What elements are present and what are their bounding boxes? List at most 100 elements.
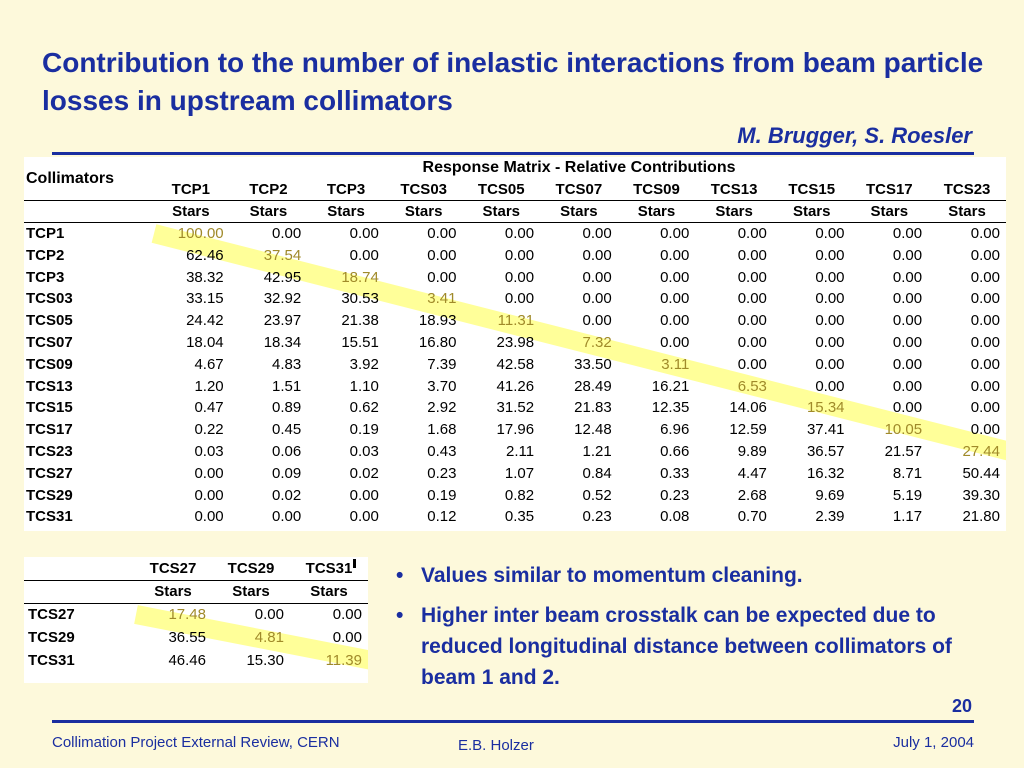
column-header-tcs09: TCS09 bbox=[633, 181, 680, 199]
small-unit-header-tcs31: Stars bbox=[290, 579, 368, 604]
table-cell: 0.00 bbox=[272, 225, 302, 243]
unit-header-tcs03: Stars bbox=[384, 200, 463, 224]
table-cell: 0.52 bbox=[582, 486, 612, 504]
unit-header-tcp1: Stars bbox=[152, 200, 230, 224]
small-column-header-tcs27: TCS27 bbox=[149, 559, 197, 577]
table-row: TCS29 0.00 0.02 0.00 0.19 0.82 0.52 0.23 2.68 9.6… bbox=[24, 484, 1006, 506]
table-cell: 0.00 bbox=[815, 312, 845, 330]
small-table-row: TCS31 46.46 15.30 11.39 bbox=[24, 649, 368, 672]
table-cell: 21.83 bbox=[574, 399, 612, 417]
table-cell: 11.31 bbox=[497, 312, 535, 330]
table-cell: 100.00 bbox=[177, 225, 224, 243]
table-cell: 50.44 bbox=[962, 464, 1000, 482]
row-label-tcs13: TCS13 bbox=[26, 377, 73, 395]
table-cell: 0.00 bbox=[970, 333, 1000, 351]
table-cell: 0.82 bbox=[504, 486, 535, 504]
table-cell: 12.59 bbox=[729, 421, 767, 439]
table-cell: 0.00 bbox=[194, 508, 224, 526]
table-row: TCP1 100.00 0.00 0.00 0.00 0.00 0.00 0.00 0.00 0.… bbox=[24, 223, 1006, 245]
table-cell: 0.00 bbox=[660, 246, 690, 264]
table-cell: 0.00 bbox=[970, 246, 1000, 264]
table-cell: 41.26 bbox=[496, 377, 535, 395]
stars-row-spacer bbox=[24, 200, 153, 224]
table-row: TCS13 1.20 1.51 1.10 3.70 41.26 28.49 16.21 6.53… bbox=[24, 375, 1006, 397]
table-cell: 0.00 bbox=[815, 225, 845, 243]
table-cell: 3.70 bbox=[427, 377, 457, 395]
small-header-spacer bbox=[24, 557, 134, 580]
table-cell: 0.89 bbox=[272, 399, 302, 417]
footer-center: E.B. Holzer bbox=[458, 737, 534, 754]
table-cell: 0.00 bbox=[349, 225, 379, 243]
table-cell: 0.03 bbox=[349, 442, 379, 460]
response-matrix-table: Collimators Response Matrix - Relative C… bbox=[24, 157, 1006, 528]
collimators-header: Collimators bbox=[26, 169, 115, 187]
table-cell: 30.53 bbox=[341, 290, 379, 308]
table-cell: 2.11 bbox=[505, 442, 535, 460]
table-cell: 1.21 bbox=[582, 442, 612, 460]
table-cell: 21.57 bbox=[884, 442, 923, 460]
small-table-cell: 11.39 bbox=[325, 652, 362, 669]
table-cell: 0.66 bbox=[660, 442, 690, 460]
table-cell: 0.00 bbox=[892, 399, 923, 417]
table-cell: 0.00 bbox=[970, 268, 1000, 286]
table-cell: 37.54 bbox=[263, 246, 302, 264]
table-cell: 0.00 bbox=[427, 246, 457, 264]
table-cell: 4.67 bbox=[194, 355, 224, 373]
table-cell: 0.23 bbox=[582, 508, 612, 526]
column-header-tcs07: TCS07 bbox=[555, 181, 603, 199]
table-cell: 0.00 bbox=[892, 290, 923, 308]
table-cell: 2.92 bbox=[427, 399, 457, 417]
table-cell: 0.00 bbox=[194, 486, 224, 504]
response-matrix-table-panel: Collimators Response Matrix - Relative C… bbox=[24, 157, 1006, 531]
bullet-list: Values similar to momentum cleaning. High… bbox=[396, 560, 996, 702]
table-cell: 0.43 bbox=[427, 442, 457, 460]
table-cell: 3.41 bbox=[427, 290, 457, 308]
small-row-label-tcs27: TCS27 bbox=[28, 606, 75, 624]
table-cell: 0.00 bbox=[970, 312, 1000, 330]
small-column-header-tcs29: TCS29 bbox=[227, 559, 275, 577]
table-cell: 0.22 bbox=[194, 421, 224, 439]
table-cell: 1.07 bbox=[504, 464, 535, 482]
table-row: TCS15 0.47 0.89 0.62 2.92 31.52 21.83 12.35 14.0… bbox=[24, 397, 1006, 419]
small-table-cell: 0.00 bbox=[332, 629, 362, 646]
column-header-tcp1: TCP1 bbox=[171, 181, 210, 199]
table-cell: 15.34 bbox=[806, 399, 845, 417]
table-cell: 0.00 bbox=[892, 246, 923, 264]
small-table-panel: TCS27 TCS29 TCS31 Stars Stars Stars TCS27 17.… bbox=[24, 557, 368, 683]
column-header-tcp3: TCP3 bbox=[326, 181, 366, 199]
bullet-item: Values similar to momentum cleaning. bbox=[396, 560, 996, 591]
table-cell: 24.42 bbox=[186, 312, 224, 330]
row-label-tcs03: TCS03 bbox=[26, 290, 73, 308]
table-cell: 0.08 bbox=[660, 508, 690, 526]
row-label-tcp3: TCP3 bbox=[26, 268, 65, 286]
unit-header-tcs23: Stars bbox=[928, 200, 1006, 224]
table-cell: 0.00 bbox=[660, 290, 690, 308]
table-cell: 8.71 bbox=[892, 464, 923, 482]
table-cell: 1.10 bbox=[349, 377, 379, 395]
table-cell: 9.69 bbox=[815, 486, 845, 504]
column-header-tcs13: TCS13 bbox=[710, 181, 758, 199]
table-cell: 0.00 bbox=[892, 225, 923, 243]
unit-header-tcp3: Stars bbox=[307, 200, 385, 224]
unit-header-tcs09: Stars bbox=[617, 200, 696, 224]
table-cell: 62.46 bbox=[186, 246, 224, 264]
table-cell: 0.02 bbox=[272, 486, 302, 504]
table-cell: 0.00 bbox=[504, 225, 535, 243]
table-cell: 0.00 bbox=[737, 290, 767, 308]
table-cell: 0.00 bbox=[815, 377, 845, 395]
row-label-tcs17: TCS17 bbox=[26, 421, 73, 439]
table-cell: 10.05 bbox=[884, 421, 923, 439]
row-label-tcs31: TCS31 bbox=[26, 508, 73, 526]
unit-header-tcs05: Stars bbox=[462, 200, 541, 224]
small-unit-header-tcs29: Stars bbox=[212, 579, 290, 604]
table-cell: 0.47 bbox=[194, 399, 224, 417]
small-column-header-tcs31: TCS31 bbox=[305, 559, 353, 577]
small-table-cell: 15.30 bbox=[246, 652, 284, 669]
table-cell: 4.83 bbox=[272, 355, 302, 373]
small-unit-header-tcs27: Stars bbox=[134, 579, 212, 604]
table-cell: 0.00 bbox=[194, 464, 224, 482]
column-header-tcp2: TCP2 bbox=[249, 181, 288, 199]
footer-right: July 1, 2004 bbox=[893, 734, 974, 751]
table-row: TCS17 0.22 0.45 0.19 1.68 17.96 12.48 6.96 12.59… bbox=[24, 419, 1006, 441]
table-cell: 0.09 bbox=[272, 464, 302, 482]
